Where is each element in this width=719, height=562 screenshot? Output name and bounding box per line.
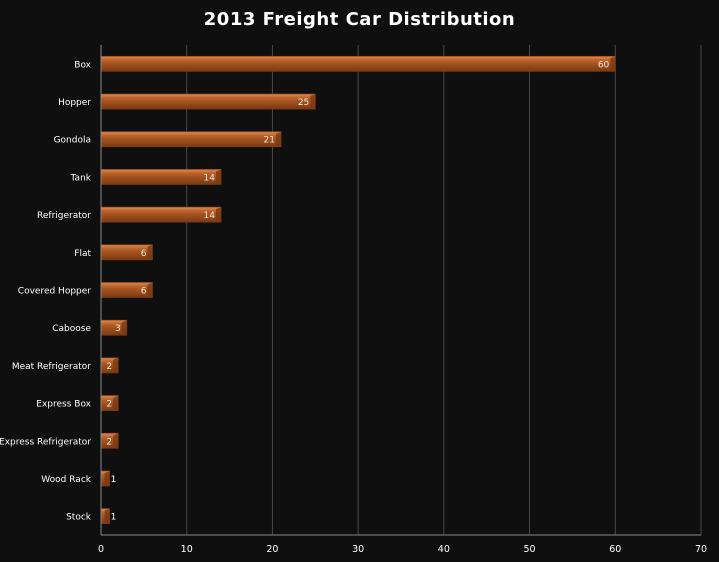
bar-highlight [101,470,110,474]
bar-end-cap [216,169,221,185]
bar-highlight [101,244,153,248]
chart-title: 2013 Freight Car Distribution [203,9,516,30]
bar-group: 6 [100,282,153,298]
data-label: 1 [111,513,117,523]
category-label: Caboose [52,324,91,334]
category-label: Wood Rack [41,475,91,485]
bar-end-cap [610,56,616,72]
gridlines [186,45,702,535]
data-label: 14 [204,211,216,221]
bar-end-cap [104,508,110,524]
bar-end-cap [121,320,127,336]
axes: 0 10 20 30 40 50 60 70 Box Hopper Gondola Tank Refri… [0,45,707,555]
data-label: 21 [264,136,275,146]
bar-end-cap [147,282,153,298]
bar-end-cap [276,131,281,147]
category-label: Gondola [54,136,91,146]
bar-group: 3 [100,319,128,336]
bar-group: 60 [100,55,616,72]
category-label: Covered Hopper [18,287,92,297]
bar-group: 14 [100,206,222,223]
bar-group: 25 [100,93,316,110]
data-label: 6 [141,287,147,297]
bar-end-cap [216,207,221,223]
bar-end-cap [113,357,119,373]
bar-group: 6 [100,244,153,261]
data-label: 3 [115,324,121,334]
category-label: Box [74,60,91,70]
bar-group: 2 [100,395,119,411]
bar-end-cap [104,470,110,486]
x-tick-label: 30 [352,544,364,555]
x-tick-label: 0 [98,544,104,555]
data-label: 2 [106,362,112,372]
bar-group: 1 [100,508,117,525]
category-label: Hopper [58,98,91,108]
bar-group: 14 [100,169,222,185]
bar-highlight [101,433,119,436]
bar-end-cap [147,244,153,260]
x-tick-label: 60 [609,544,621,555]
bar-highlight [101,508,110,512]
data-label: 1 [111,475,117,485]
data-label: 60 [598,60,610,70]
bar-end-cap [310,94,316,110]
data-label: 6 [141,249,147,259]
bar-end-cap [113,433,119,449]
bar-group: 2 [100,432,119,449]
bar-group: 1 [100,470,117,487]
data-label: 25 [298,98,309,108]
bar-group: 21 [100,131,282,148]
data-label: 2 [106,437,112,447]
bar-end-cap [113,395,119,411]
bar-highlight [101,320,127,323]
bar-highlight [101,56,616,59]
category-label: Stock [66,513,92,523]
category-label: Meat Refrigerator [12,362,91,372]
category-label: Flat [74,249,91,259]
x-tick-label: 10 [181,544,193,555]
bar-highlight [101,94,316,97]
category-label: Express Box [36,400,91,410]
bar-highlight [101,169,221,172]
bar-group: 2 [100,357,119,374]
x-tick-label: 40 [438,544,450,555]
bar-highlight [101,282,153,285]
bar-highlight [101,395,119,399]
bar-highlight [101,207,221,210]
x-tick-label: 70 [695,544,707,555]
category-label: Tank [70,173,92,183]
data-label: 2 [106,400,112,410]
category-label: Express Refrigerator [0,437,91,447]
x-tick-label: 20 [266,544,278,555]
bar-highlight [101,131,281,135]
bar-highlight [101,357,119,361]
x-tick-label: 50 [524,544,536,555]
data-label: 14 [204,173,216,183]
category-label: Refrigerator [37,211,91,221]
